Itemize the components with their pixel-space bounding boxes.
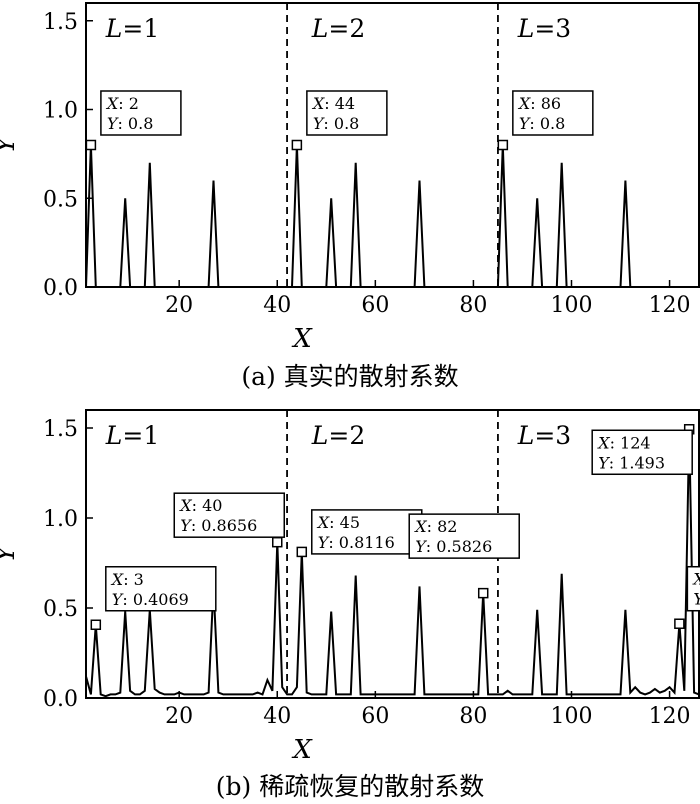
datatip-y-label: Y: 0.4126 (693, 590, 700, 609)
y-tick-label: 1.0 (43, 99, 78, 124)
datatip-y-label: Y: 1.493 (598, 453, 665, 472)
x-tick-label: 100 (550, 704, 592, 729)
panel-caption: (b) 稀疏恢复的散射系数 (216, 772, 484, 801)
datatip-marker (296, 546, 308, 558)
x-tick-label: 80 (459, 704, 487, 729)
datatip-box (408, 513, 520, 559)
plot-frame (85, 409, 700, 699)
x-tick-label: 100 (550, 293, 592, 318)
y-tick-label: 0.5 (43, 187, 78, 212)
y-axis-label: Y (0, 543, 21, 563)
datatip-marker (497, 139, 509, 151)
x-axis-label: X (291, 735, 313, 765)
datatip-x-label: X: 122 (691, 570, 700, 589)
datatip-y-label: Y: 0.8 (107, 114, 153, 133)
x-tick-label: 80 (459, 293, 487, 318)
x-tick-label: 60 (361, 704, 389, 729)
datatip-box (100, 90, 182, 136)
data-series-line (85, 429, 700, 698)
y-tick-label: 1.5 (43, 10, 78, 35)
x-axis-label: X (291, 324, 313, 354)
datatip-marker (85, 139, 97, 151)
datatip-x-label: X: 44 (311, 94, 355, 113)
x-tick-label: 60 (361, 293, 389, 318)
x-tick-label: 40 (263, 293, 291, 318)
datatip-x-label: X: 124 (596, 433, 650, 452)
y-tick-label: 0.0 (43, 276, 78, 301)
x-tick-label: 20 (165, 293, 193, 318)
datatip-box (591, 429, 693, 476)
y-tick-label: 0.5 (43, 597, 78, 622)
datatip-x-label: X: 86 (517, 94, 561, 113)
datatip-x-label: X: 3 (110, 570, 144, 589)
plot-frame (85, 2, 700, 288)
datatip-x-label: X: 2 (105, 94, 139, 113)
datatip-box (105, 566, 217, 612)
datatip-y-label: Y: 0.8116 (318, 533, 395, 552)
y-tick-label: 1.0 (43, 507, 78, 532)
region-label-1: L=1 (105, 421, 159, 450)
region-label-3: L=3 (517, 14, 571, 43)
datatip-y-label: Y: 0.8 (313, 114, 359, 133)
datatip-marker (272, 536, 283, 548)
data-series-line (85, 144, 699, 288)
x-tick-label: 120 (649, 704, 691, 729)
region-label-3: L=3 (517, 421, 571, 450)
datatip-box (686, 565, 700, 612)
y-tick-label: 1.5 (43, 417, 78, 442)
datatip-x-label: X: 82 (413, 517, 457, 536)
x-tick-label: 20 (165, 704, 193, 729)
datatip-y-label: Y: 0.8 (519, 114, 565, 133)
datatip-marker (674, 618, 685, 629)
datatip-marker (291, 139, 303, 151)
panel-caption: (a) 真实的散射系数 (241, 362, 458, 391)
datatip-y-label: Y: 0.4069 (112, 590, 189, 609)
x-tick-label: 40 (263, 704, 291, 729)
datatip-marker (90, 619, 102, 631)
datatip-y-label: Y: 0.8656 (180, 516, 257, 535)
y-tick-label: 0.0 (43, 687, 78, 712)
datatip-box (512, 90, 594, 136)
region-label-2: L=2 (311, 14, 365, 43)
datatip-box (173, 492, 286, 538)
datatip-box (306, 90, 388, 136)
region-label-2: L=2 (311, 421, 365, 450)
datatip-x-label: X: 40 (178, 496, 222, 515)
y-axis-label: Y (0, 134, 21, 154)
x-tick-label: 120 (649, 293, 691, 318)
panel-b-chart: 0.0 0.5 1.0 1.5 20 40 60 80 100 120 X Y L=1 L=2 L=3 X: … (0, 409, 700, 801)
datatip-x-label: X: 45 (316, 513, 360, 532)
datatip-y-label: Y: 0.5826 (415, 537, 492, 556)
region-label-1: L=1 (105, 14, 159, 43)
datatip-marker (477, 587, 489, 599)
panel-a-chart: 0.0 0.5 1.0 1.5 20 40 60 80 100 120 X Y L=1 L=2 L=3 X: … (0, 2, 700, 391)
